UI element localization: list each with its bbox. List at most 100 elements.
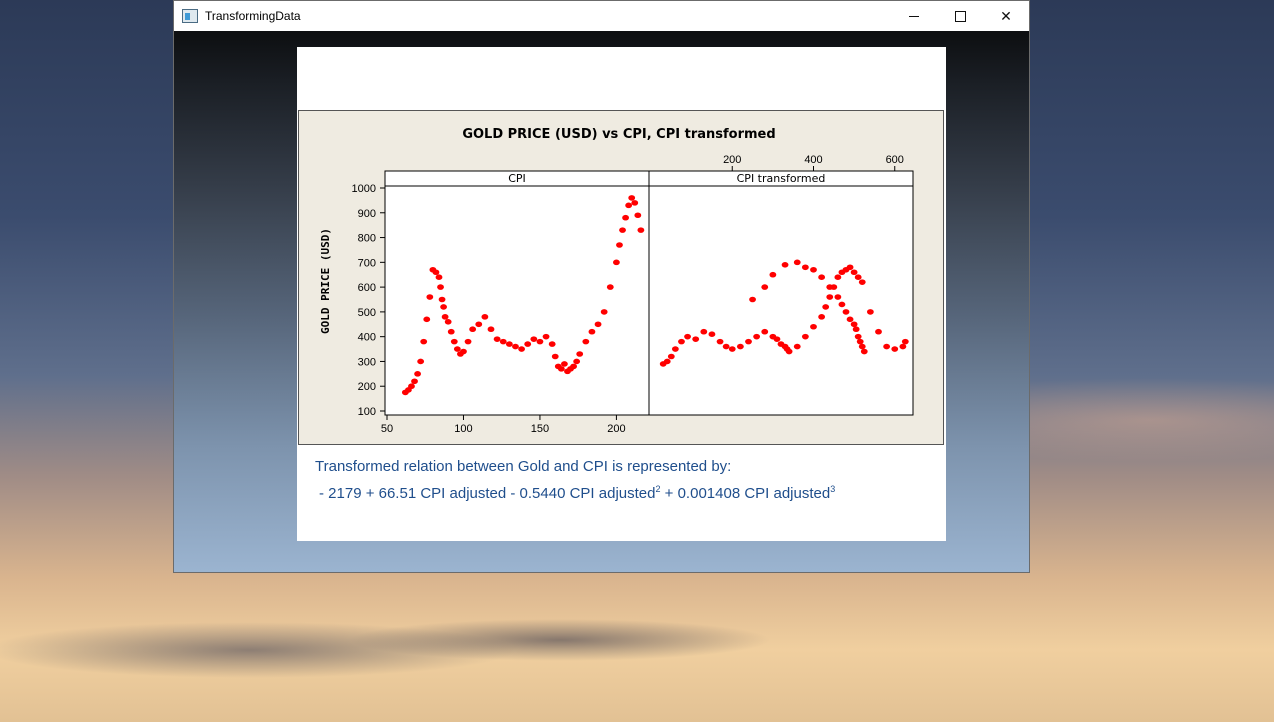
data-point <box>834 274 842 280</box>
data-point <box>749 296 756 303</box>
data-point <box>773 336 781 342</box>
data-point <box>499 338 507 345</box>
data-point <box>858 279 866 285</box>
data-point <box>582 338 590 345</box>
caption-line-1: Transformed relation between Gold and CP… <box>315 458 732 475</box>
data-point <box>432 269 440 276</box>
chart-title: GOLD PRICE (USD) vs CPI, CPI transformed <box>462 127 775 142</box>
data-point <box>616 242 623 248</box>
data-point <box>678 338 685 345</box>
data-point <box>450 338 458 345</box>
data-point <box>801 333 809 340</box>
data-point <box>505 341 513 347</box>
data-point <box>453 346 461 352</box>
data-point <box>548 341 556 347</box>
x-tick-label: 150 <box>531 423 549 435</box>
minimize-button[interactable] <box>891 1 937 31</box>
data-point <box>826 284 834 290</box>
caption: Transformed relation between Gold and CP… <box>315 455 835 505</box>
data-point <box>594 321 602 328</box>
y-tick-label: 200 <box>358 381 376 393</box>
data-point <box>576 351 584 357</box>
data-point <box>441 314 449 320</box>
data-point <box>858 343 866 350</box>
data-point <box>634 212 642 219</box>
data-point <box>481 314 489 320</box>
data-point <box>573 358 581 365</box>
y-tick-label: 700 <box>358 257 376 269</box>
y-axis-label: GOLD PRICE (USD) <box>319 228 332 334</box>
data-point <box>631 200 639 206</box>
data-point <box>753 333 761 340</box>
title-bar[interactable]: TransformingData ✕ <box>174 1 1029 31</box>
data-point <box>838 301 846 308</box>
content-panel: GOLD PRICE (USD) vs CPI, CPI transformed… <box>297 47 946 541</box>
data-point <box>557 366 565 372</box>
window-title: TransformingData <box>205 9 301 23</box>
y-tick-label: 500 <box>358 307 376 319</box>
y-tick-label: 1000 <box>352 183 376 195</box>
data-point <box>875 328 882 335</box>
data-point <box>518 346 525 352</box>
data-point <box>469 326 477 333</box>
data-point <box>692 336 700 342</box>
data-point <box>536 338 544 345</box>
y-tick-label: 900 <box>358 208 376 220</box>
data-point <box>420 338 428 345</box>
x-tick-label: 100 <box>454 423 472 435</box>
data-point <box>619 227 626 233</box>
data-point <box>570 363 577 370</box>
data-point <box>826 294 834 300</box>
data-point <box>628 195 636 201</box>
data-point <box>728 346 736 352</box>
data-point <box>663 358 671 365</box>
y-tick-label: 800 <box>358 233 376 245</box>
data-point <box>834 294 842 300</box>
close-button[interactable]: ✕ <box>983 1 1029 31</box>
equation-part-1: - 2179 + 66.51 CPI adjusted - 0.5440 CPI… <box>319 485 656 502</box>
data-point <box>781 262 789 268</box>
data-point <box>460 348 467 355</box>
y-tick-label: 300 <box>358 356 376 368</box>
data-point <box>606 284 614 290</box>
exponent-3: 3 <box>830 484 836 494</box>
data-point <box>850 269 858 276</box>
data-point <box>793 343 801 350</box>
data-point <box>530 336 538 342</box>
data-point <box>846 316 854 323</box>
data-point <box>860 348 868 355</box>
panel-label: CPI <box>508 172 526 185</box>
minimize-icon <box>909 15 919 17</box>
y-tick-label: 400 <box>358 332 376 344</box>
data-point <box>464 338 472 345</box>
panel-frame <box>384 170 650 416</box>
maximize-icon <box>954 10 966 22</box>
data-point <box>801 264 809 271</box>
data-point <box>785 348 793 355</box>
data-point <box>411 378 418 385</box>
x-tick-label: 200 <box>607 423 625 435</box>
x-tick-label-top: 200 <box>723 154 741 166</box>
data-point <box>542 333 550 340</box>
data-point <box>444 319 452 325</box>
data-point <box>866 309 874 315</box>
data-point <box>417 358 425 365</box>
data-point <box>818 314 826 320</box>
data-point <box>883 343 891 350</box>
x-tick-label-top: 600 <box>886 154 904 166</box>
data-point <box>487 326 495 333</box>
data-point <box>423 316 431 323</box>
data-point <box>810 266 817 273</box>
data-point <box>722 343 730 350</box>
data-point <box>437 284 444 290</box>
maximize-button[interactable] <box>937 1 983 31</box>
data-point <box>637 227 645 233</box>
data-point <box>667 353 675 360</box>
y-tick-label: 100 <box>358 406 376 418</box>
data-point <box>438 296 446 303</box>
data-point <box>716 338 724 345</box>
data-point <box>901 338 909 345</box>
data-point <box>426 294 434 300</box>
data-point <box>846 264 854 271</box>
x-tick-label: 50 <box>381 423 393 435</box>
